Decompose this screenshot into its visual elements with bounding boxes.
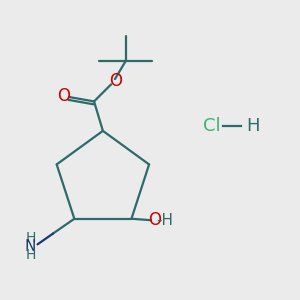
Text: -H: -H <box>156 213 173 228</box>
Text: H: H <box>247 117 260 135</box>
Text: O: O <box>148 211 161 229</box>
Text: N: N <box>25 239 36 254</box>
Text: H: H <box>25 248 36 262</box>
Text: O: O <box>57 87 70 105</box>
Text: O: O <box>109 72 122 90</box>
Text: H: H <box>25 232 36 245</box>
Text: Cl: Cl <box>203 117 220 135</box>
